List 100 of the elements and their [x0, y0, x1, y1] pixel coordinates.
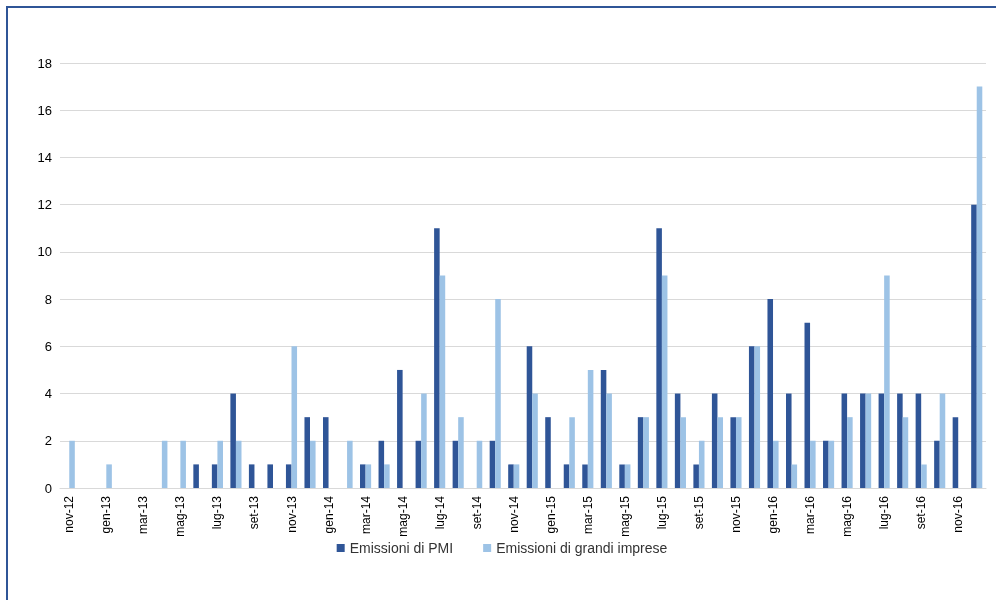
- bar: [360, 464, 366, 488]
- bar: [569, 417, 575, 488]
- y-tick-label: 8: [44, 291, 52, 307]
- bar: [415, 440, 422, 488]
- bar: [735, 417, 742, 488]
- bar: [643, 417, 649, 488]
- bar: [285, 464, 292, 488]
- bar: [304, 417, 311, 488]
- bar: [434, 228, 440, 488]
- bar: [384, 464, 390, 488]
- bar: [397, 369, 403, 488]
- bar: [563, 464, 570, 488]
- y-tick-label: 6: [44, 338, 52, 354]
- bar: [421, 393, 427, 488]
- x-tick-label: mar-14: [358, 495, 373, 535]
- legend-label: Emissioni di PMI: [349, 540, 454, 556]
- bar: [841, 393, 848, 488]
- bar: [619, 464, 625, 488]
- bar: [235, 440, 242, 488]
- bar: [698, 440, 705, 488]
- bar: [513, 464, 520, 488]
- bar: [674, 393, 681, 488]
- bar: [939, 393, 946, 488]
- bar: [526, 346, 533, 488]
- y-tick-label: 12: [37, 197, 52, 213]
- bar: [489, 440, 496, 488]
- x-tick-label: gen-15: [543, 495, 558, 534]
- x-tick-label: set-15: [691, 495, 706, 530]
- bar: [804, 322, 811, 488]
- y-tick-label: 2: [44, 433, 52, 449]
- bar: [785, 393, 792, 488]
- bar: [717, 417, 724, 488]
- bar: [606, 393, 612, 488]
- bar: [508, 464, 514, 488]
- bar: [828, 440, 835, 488]
- bar: [748, 346, 755, 488]
- bar: [773, 440, 779, 488]
- bar: [365, 464, 372, 488]
- bar: [587, 369, 594, 488]
- bar: [884, 275, 890, 488]
- bar: [767, 299, 774, 488]
- x-tick-label: mar-15: [580, 495, 595, 535]
- bar: [976, 86, 983, 488]
- bar: [711, 393, 718, 488]
- bar: [921, 464, 927, 488]
- bar: [211, 464, 218, 488]
- x-tick-label: lug-15: [654, 495, 669, 530]
- bar: [810, 440, 816, 488]
- bar: [915, 393, 922, 488]
- bar: [532, 393, 538, 488]
- x-tick-label: nov-13: [284, 495, 299, 533]
- bar: [791, 464, 798, 488]
- y-tick-label: 14: [37, 149, 52, 165]
- bar: [291, 346, 298, 488]
- bar: [680, 417, 686, 488]
- bar: [439, 275, 446, 488]
- bar: [656, 228, 662, 488]
- bar: [452, 440, 459, 488]
- x-tick-label: gen-13: [99, 495, 114, 534]
- bar: [860, 393, 866, 488]
- bar: [934, 440, 940, 488]
- bar: [217, 440, 223, 488]
- bar: [624, 464, 631, 488]
- bar: [310, 440, 316, 488]
- bar: [378, 440, 385, 488]
- bar: [545, 417, 551, 488]
- bar: [823, 440, 829, 488]
- bar: [495, 299, 501, 488]
- y-tick-label: 16: [37, 102, 52, 118]
- y-tick-label: 10: [37, 244, 52, 260]
- bar: [878, 393, 885, 488]
- bar: [661, 275, 668, 488]
- y-tick-label: 0: [44, 480, 52, 496]
- x-tick-label: lug-16: [877, 495, 892, 530]
- bar: [600, 369, 607, 488]
- bar: [267, 464, 273, 488]
- x-tick-label: lug-13: [210, 495, 225, 530]
- bar: [322, 417, 329, 488]
- x-tick-label: set-16: [914, 495, 929, 530]
- bar: [952, 417, 959, 488]
- bar: [902, 417, 909, 488]
- x-tick-label: lug-14: [432, 495, 447, 530]
- bar: [971, 204, 977, 488]
- bar: [582, 464, 588, 488]
- x-tick-label: mag-14: [395, 495, 410, 537]
- x-tick-label: nov-12: [62, 495, 77, 533]
- bar: [161, 440, 168, 488]
- x-tick-label: set-13: [247, 495, 262, 530]
- x-tick-label: set-14: [469, 495, 484, 530]
- bar: [476, 440, 483, 488]
- bar: [347, 440, 353, 488]
- bar: [180, 440, 186, 488]
- bar: [106, 464, 112, 488]
- x-tick-label: gen-14: [321, 495, 336, 534]
- bar: [637, 417, 644, 488]
- bar: [897, 393, 903, 488]
- x-tick-label: nov-15: [728, 495, 743, 533]
- x-tick-label: mag-15: [617, 495, 632, 537]
- bar: [754, 346, 761, 488]
- y-tick-label: 4: [44, 386, 52, 402]
